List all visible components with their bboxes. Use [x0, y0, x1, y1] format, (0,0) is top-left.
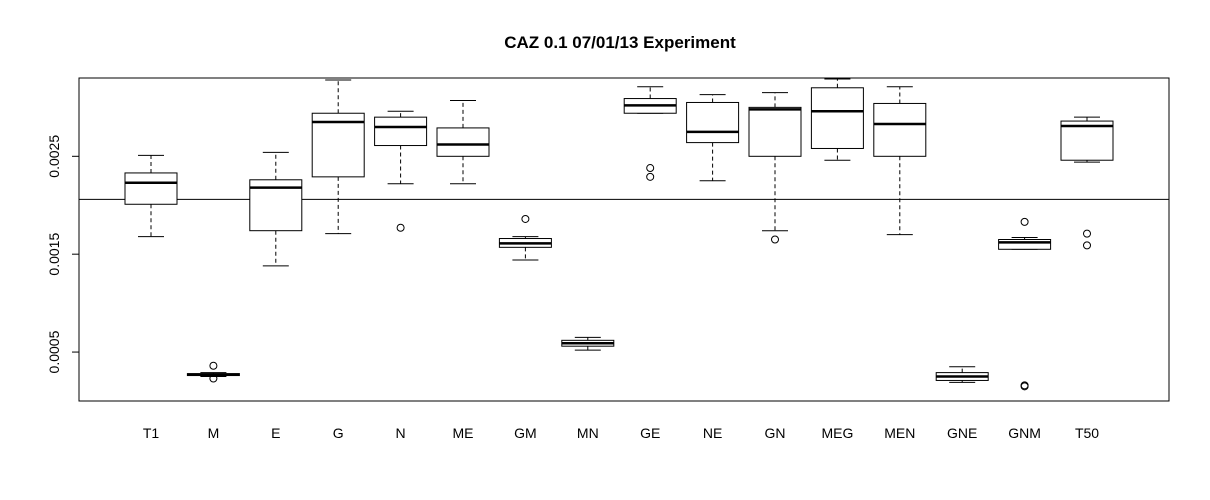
- x-tick-label: MEN: [884, 425, 915, 441]
- y-tick-label: 0.0005: [46, 330, 62, 373]
- x-tick-label: ME: [453, 425, 474, 441]
- box-e: [249, 151, 303, 267]
- outlier-point: [646, 164, 655, 173]
- plot-frame: [78, 77, 1170, 402]
- y-tick-label: 0.0025: [46, 135, 62, 178]
- box-iqr: [686, 101, 740, 144]
- x-tick-label: MN: [577, 425, 599, 441]
- outlier-point: [1083, 229, 1091, 238]
- chart-title: CAZ 0.1 07/01/13 Experiment: [504, 33, 736, 52]
- x-tick-label: GM: [514, 425, 537, 441]
- x-tick-label: NE: [703, 425, 722, 441]
- outlier-point: [209, 361, 218, 370]
- outlier-point: [1020, 382, 1029, 391]
- box-iqr: [436, 127, 490, 157]
- boxes-group: [124, 78, 1114, 391]
- box-iqr: [810, 87, 864, 149]
- box-m: [186, 361, 240, 383]
- box-iqr: [998, 239, 1052, 250]
- outlier-point: [521, 214, 530, 223]
- x-tick-label: GN: [765, 425, 786, 441]
- outlier-point: [209, 374, 218, 383]
- box-iqr: [311, 112, 365, 178]
- box-t50: [1060, 116, 1114, 250]
- box-iqr: [1060, 120, 1114, 161]
- box-men: [873, 86, 927, 236]
- y-axis: 0.0005 0.0015 0.0025: [46, 135, 79, 373]
- box-t1: [124, 154, 178, 238]
- box-g: [311, 79, 365, 235]
- box-ne: [686, 94, 740, 182]
- x-axis: T1 M E G N ME GM MN GE NE GN MEG MEN GNE GNM T50: [143, 425, 1099, 441]
- box-gne: [935, 366, 989, 383]
- box-n: [374, 110, 428, 232]
- outlier-point: [1020, 217, 1029, 226]
- x-tick-label: E: [271, 425, 280, 441]
- x-tick-label: M: [208, 425, 220, 441]
- box-iqr: [374, 116, 428, 147]
- x-tick-label: GNM: [1008, 425, 1041, 441]
- box-gnm: [998, 217, 1052, 391]
- outlier-point: [396, 223, 405, 232]
- box-meg: [810, 78, 864, 161]
- x-tick-label: GE: [640, 425, 660, 441]
- x-tick-label: N: [396, 425, 406, 441]
- x-tick-label: T50: [1075, 425, 1099, 441]
- x-tick-label: T1: [143, 425, 160, 441]
- box-iqr: [873, 102, 927, 157]
- box-me: [436, 100, 490, 185]
- x-tick-label: MEG: [821, 425, 853, 441]
- y-tick-label: 0.0015: [46, 233, 62, 276]
- box-gm: [498, 214, 552, 261]
- box-ge: [623, 86, 677, 181]
- outlier-point: [646, 172, 655, 181]
- x-tick-label: GNE: [947, 425, 977, 441]
- box-iqr: [124, 172, 178, 205]
- box-mn: [561, 336, 615, 351]
- outlier-point: [1083, 241, 1091, 250]
- x-tick-label: G: [333, 425, 344, 441]
- box-gn: [748, 92, 802, 244]
- box-iqr: [748, 106, 802, 157]
- outlier-point: [771, 235, 779, 244]
